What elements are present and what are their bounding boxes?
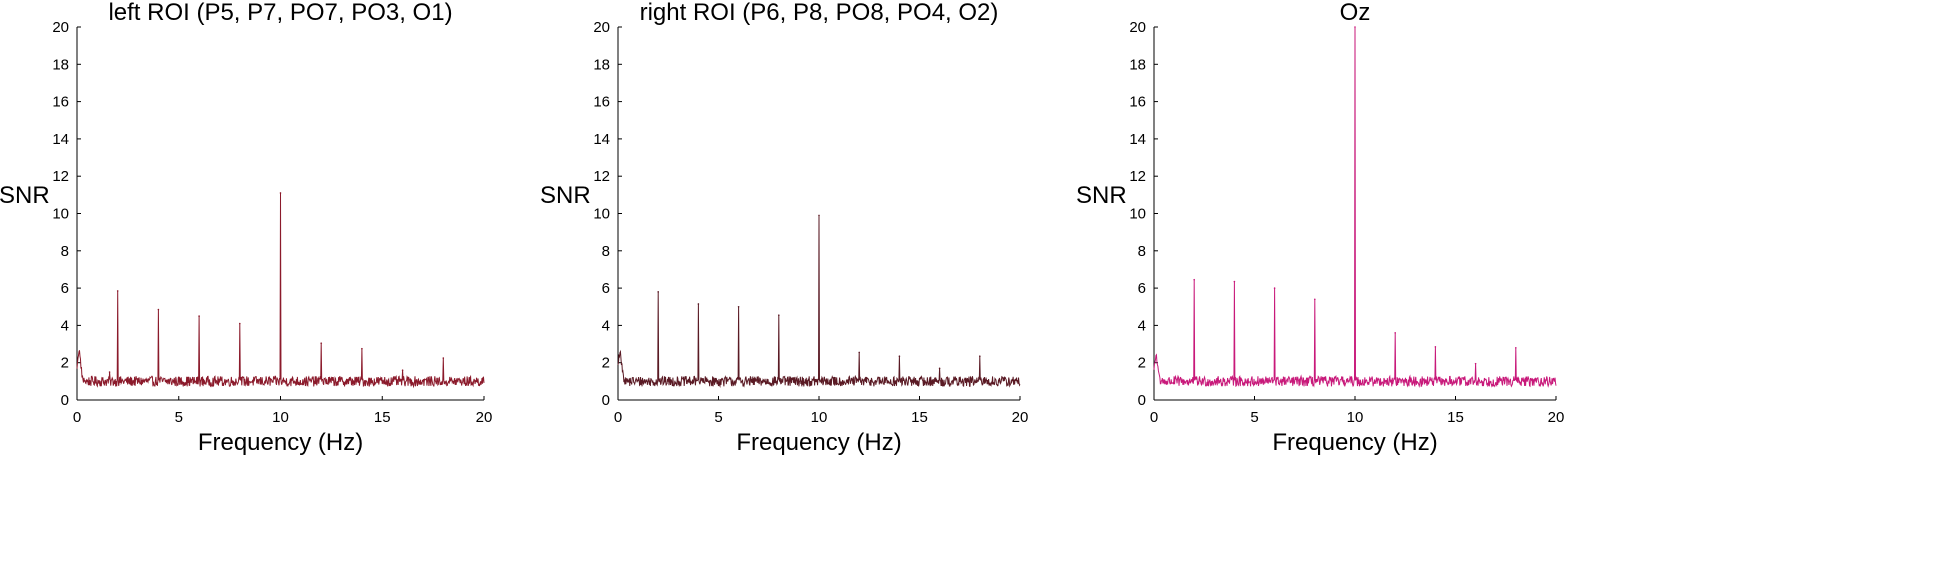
snr-peak-point xyxy=(157,308,160,311)
y-tick-label: 4 xyxy=(61,317,69,334)
y-tick-label: 12 xyxy=(52,168,69,185)
chart-title: right ROI (P6, P8, PO8, PO4, O2) xyxy=(640,0,999,26)
snr-peak-point xyxy=(401,369,404,371)
y-tick-label: 20 xyxy=(1129,19,1146,36)
snr-peak-point xyxy=(979,355,981,357)
y-tick-label: 4 xyxy=(602,317,610,334)
y-axis-label: SNR xyxy=(1076,182,1127,209)
snr-series-line xyxy=(76,192,485,389)
y-tick-label: 8 xyxy=(1138,243,1146,260)
y-tick-label: 0 xyxy=(602,392,610,409)
x-axis-label: Frequency (Hz) xyxy=(736,429,901,456)
snr-peak-point xyxy=(361,347,363,350)
y-tick-label: 14 xyxy=(52,131,69,148)
snr-peak-point xyxy=(1515,346,1517,349)
y-axis-label: SNR xyxy=(0,182,50,209)
y-tick-label: 12 xyxy=(593,168,610,185)
snr-peak-point xyxy=(657,291,659,293)
y-tick-label: 4 xyxy=(1138,317,1146,334)
snr-peak-point xyxy=(116,290,119,292)
snr-peak-point xyxy=(1474,362,1477,365)
y-tick-label: 10 xyxy=(593,206,610,223)
snr-peak-point xyxy=(1233,280,1236,283)
y-tick-label: 14 xyxy=(1129,131,1146,148)
y-tick-label: 20 xyxy=(593,19,610,36)
panel-oz: 0 2 4 6 8 10 12 14 16 18 20 0 5 10 15 20 Oz Frequency (Hz… xyxy=(1076,0,1564,456)
snr-peak-point xyxy=(1273,287,1276,289)
panel-left-roi: 0 2 4 6 8 10 12 14 16 18 20 0 5 10 15 20 left ROI (P5, P… xyxy=(0,0,492,456)
x-tick-label: 5 xyxy=(1250,409,1258,426)
y-tick-label: 10 xyxy=(52,206,69,223)
x-tick-label: 0 xyxy=(614,409,622,426)
y-tick-label: 2 xyxy=(61,355,69,372)
y-tick-label: 14 xyxy=(593,131,610,148)
y-tick-label: 16 xyxy=(1129,94,1146,111)
x-tick-label: 15 xyxy=(1447,409,1464,426)
snr-peak-point xyxy=(938,367,941,370)
snr-peak-point xyxy=(1434,346,1437,348)
x-tick-label: 0 xyxy=(1150,409,1158,426)
y-tick-label: 16 xyxy=(593,94,610,111)
snr-peak-point xyxy=(279,192,282,194)
x-tick-label: 5 xyxy=(714,409,722,426)
x-tick-label: 10 xyxy=(1347,409,1364,426)
x-tick-label: 15 xyxy=(374,409,391,426)
y-tick-label: 0 xyxy=(61,392,69,409)
y-tick-label: 20 xyxy=(52,19,69,36)
y-tick-label: 18 xyxy=(1129,56,1146,73)
snr-peak-point xyxy=(1193,278,1195,281)
snr-peak-point xyxy=(108,371,111,373)
y-tick-label: 6 xyxy=(602,280,610,297)
y-tick-label: 2 xyxy=(602,355,610,372)
snr-peak-point xyxy=(239,322,241,325)
chart-title: Oz xyxy=(1340,0,1371,26)
snr-peak-point xyxy=(1394,332,1396,334)
x-tick-label: 20 xyxy=(476,409,493,426)
y-tick-label: 0 xyxy=(1138,392,1146,409)
snr-peak-point xyxy=(898,355,901,357)
y-axis-label: SNR xyxy=(540,182,591,209)
x-tick-label: 0 xyxy=(73,409,81,426)
y-tick-label: 18 xyxy=(593,56,610,73)
y-tick-label: 16 xyxy=(52,94,69,111)
snr-peak-point xyxy=(737,305,740,308)
snr-peak-point xyxy=(778,314,780,316)
x-axis-label: Frequency (Hz) xyxy=(1272,429,1437,456)
y-tick-label: 8 xyxy=(602,243,610,260)
y-tick-label: 2 xyxy=(1138,355,1146,372)
snr-peak-point xyxy=(320,342,323,344)
chart-title: left ROI (P5, P7, PO7, PO3, O1) xyxy=(108,0,452,26)
x-tick-label: 20 xyxy=(1012,409,1029,426)
snr-peak-point xyxy=(697,303,700,305)
snr-peak-point xyxy=(198,315,200,317)
snr-peak-point xyxy=(1314,298,1316,301)
y-tick-label: 8 xyxy=(61,243,69,260)
snr-peak-point xyxy=(858,351,860,354)
x-tick-label: 20 xyxy=(1548,409,1565,426)
x-tick-label: 5 xyxy=(175,409,183,426)
snr-series-line xyxy=(617,215,1021,389)
x-tick-label: 10 xyxy=(811,409,828,426)
x-tick-label: 10 xyxy=(272,409,289,426)
snr-peak-point xyxy=(442,357,445,359)
panel-right-roi: 0 2 4 6 8 10 12 14 16 18 20 0 5 10 15 20 right ROI (P6, … xyxy=(540,0,1028,456)
snr-peak-point xyxy=(818,214,820,217)
snr-peak-point xyxy=(1354,26,1356,28)
y-tick-label: 12 xyxy=(1129,168,1146,185)
y-tick-label: 10 xyxy=(1129,206,1146,223)
y-tick-label: 18 xyxy=(52,56,69,73)
y-tick-label: 6 xyxy=(61,280,69,297)
y-tick-label: 6 xyxy=(1138,280,1146,297)
x-axis-label: Frequency (Hz) xyxy=(198,429,363,456)
snr-series-line xyxy=(1153,26,1557,389)
x-tick-label: 15 xyxy=(911,409,928,426)
